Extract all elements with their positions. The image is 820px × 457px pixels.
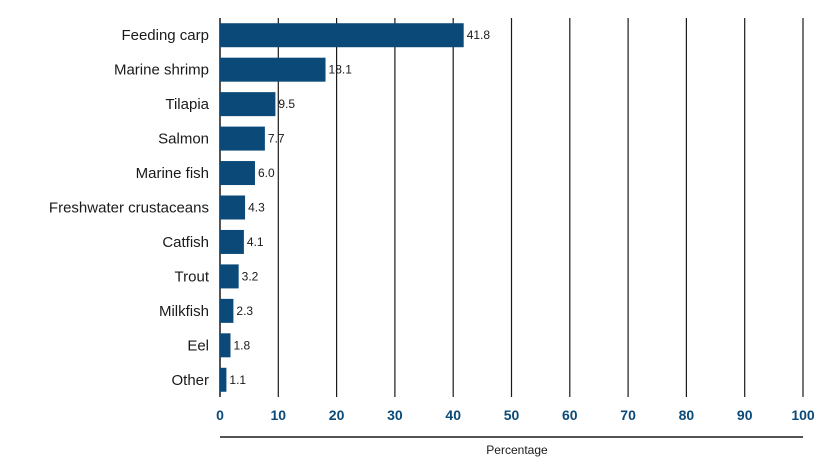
category-label: Tilapia	[165, 96, 209, 113]
value-label: 18.1	[329, 63, 353, 77]
bar	[220, 126, 265, 151]
x-tick-label: 40	[445, 407, 461, 423]
category-labels: Feeding carp Marine shrimp Tilapia Salmon Ma…	[49, 27, 210, 389]
category-label: Other	[171, 372, 209, 389]
value-label: 9.5	[278, 97, 295, 111]
bar	[220, 92, 276, 117]
category-label: Marine fish	[136, 165, 209, 182]
bar	[220, 229, 244, 254]
value-label: 7.7	[268, 132, 285, 146]
bar	[220, 195, 246, 220]
bars	[220, 23, 464, 392]
category-label: Milkfish	[159, 303, 209, 320]
bar	[220, 57, 326, 82]
category-label: Freshwater crustaceans	[49, 200, 209, 217]
x-tick-labels: 0 10 20 30 40 50 60 70 80 90 100	[216, 407, 815, 423]
category-label: Marine shrimp	[114, 62, 209, 79]
value-label: 2.3	[236, 304, 253, 318]
x-tick-label: 70	[620, 407, 636, 423]
bar	[220, 23, 464, 48]
value-label: 41.8	[467, 28, 491, 42]
bar	[220, 298, 234, 323]
x-axis-title: Percentage	[486, 443, 548, 457]
bar	[220, 367, 227, 392]
x-tick-label: 100	[791, 407, 815, 423]
x-tick-label: 0	[216, 407, 224, 423]
value-label: 1.8	[233, 338, 250, 352]
x-tick-label: 50	[504, 407, 520, 423]
value-label: 1.1	[229, 373, 246, 387]
value-label: 4.3	[248, 201, 265, 215]
value-label: 4.1	[247, 235, 264, 249]
bar	[220, 264, 239, 289]
category-label: Feeding carp	[121, 27, 209, 44]
x-tick-label: 80	[679, 407, 695, 423]
bar	[220, 161, 255, 186]
category-label: Catfish	[162, 234, 209, 251]
category-label: Eel	[187, 337, 209, 354]
bar	[220, 333, 231, 358]
value-labels: 41.8 18.1 9.5 7.7 6.0 4.3 4.1 3.2 2.3 1.8 1.1	[229, 28, 490, 387]
category-label: Salmon	[158, 131, 209, 148]
category-label: Trout	[175, 268, 210, 285]
x-tick-label: 90	[737, 407, 753, 423]
value-label: 3.2	[242, 269, 259, 283]
x-tick-label: 30	[387, 407, 403, 423]
x-tick-label: 20	[329, 407, 345, 423]
value-label: 6.0	[258, 166, 275, 180]
x-tick-label: 10	[271, 407, 287, 423]
x-tick-label: 60	[562, 407, 578, 423]
